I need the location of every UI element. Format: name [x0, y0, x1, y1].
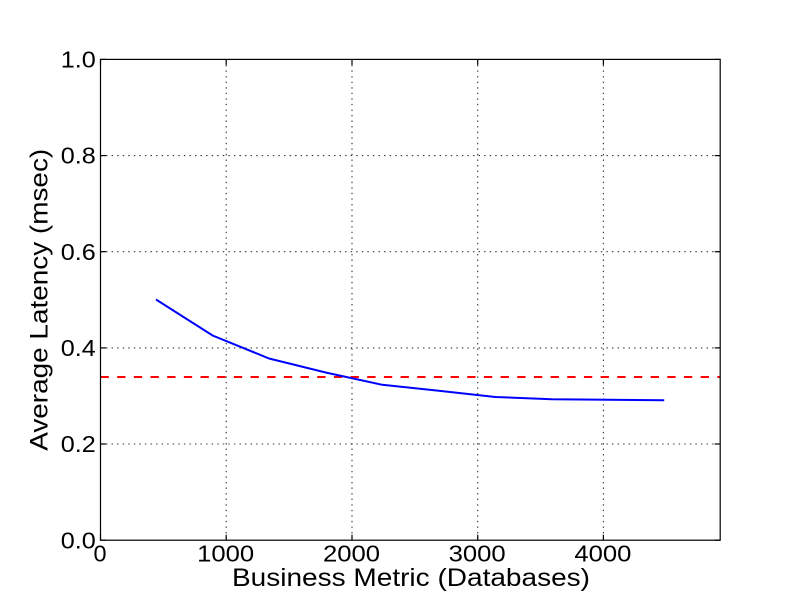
- svg-text:Average Latency (msec): Average Latency (msec): [27, 149, 54, 451]
- svg-text:2000: 2000: [323, 541, 380, 567]
- svg-text:1000: 1000: [197, 541, 254, 567]
- svg-text:Business Metric (Databases): Business Metric (Databases): [232, 565, 590, 592]
- svg-text:0.0: 0.0: [61, 527, 96, 553]
- svg-text:4000: 4000: [574, 541, 631, 567]
- svg-text:0: 0: [93, 541, 106, 567]
- svg-text:0.8: 0.8: [61, 143, 96, 169]
- svg-text:0.4: 0.4: [61, 335, 96, 361]
- svg-text:3000: 3000: [449, 541, 506, 567]
- svg-text:1.0: 1.0: [61, 47, 96, 73]
- svg-text:0.6: 0.6: [61, 239, 96, 265]
- svg-text:0.2: 0.2: [61, 431, 96, 457]
